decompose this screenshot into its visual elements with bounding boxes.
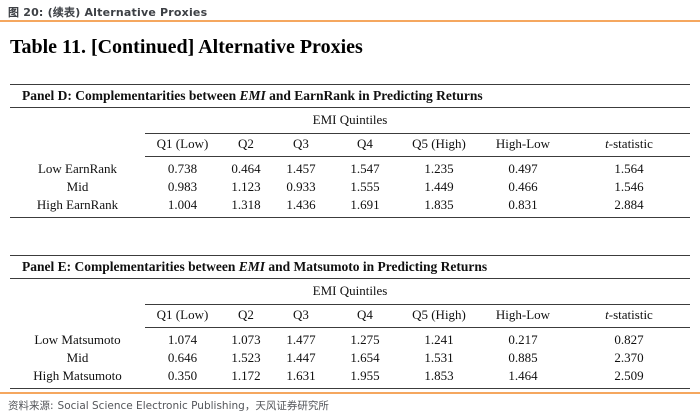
group-header-emi-quintiles: EMI Quintiles	[312, 283, 388, 298]
source-label: 资料来源:	[8, 400, 54, 412]
data-cell: 1.555	[350, 179, 380, 194]
data-cell: 1.523	[231, 350, 261, 365]
table-row: Mid 0.983 1.123 0.933 1.555 1.449 0.466 …	[10, 178, 690, 196]
column-header: Q4	[330, 133, 400, 157]
panel-d-title: Panel D: Complementarities between EMI a…	[10, 84, 691, 108]
data-cell: 1.275	[350, 332, 380, 347]
data-cell: 1.464	[478, 367, 568, 389]
data-cell: 0.885	[508, 350, 538, 365]
data-cell: 1.004	[145, 196, 220, 218]
table-row: Low EarnRank 0.738 0.464 1.457 1.547 1.2…	[10, 157, 690, 179]
data-cell: 1.477	[286, 332, 316, 347]
data-cell: 1.564	[614, 161, 644, 176]
data-cell: 1.835	[400, 196, 478, 218]
bottom-accent-rule	[0, 392, 700, 394]
data-cell: 1.123	[231, 179, 261, 194]
data-cell: 1.318	[220, 196, 272, 218]
table-row: High Matsumoto 0.350 1.172 1.631 1.955 1…	[10, 367, 690, 389]
data-cell: 0.831	[478, 196, 568, 218]
table-row: High EarnRank 1.004 1.318 1.436 1.691 1.…	[10, 196, 691, 218]
top-accent-rule	[0, 20, 700, 22]
data-cell: 1.073	[231, 332, 261, 347]
panel-title-emphasis: EMI	[238, 259, 265, 274]
panel-d-table: Panel D: Complementarities between EMI a…	[10, 84, 691, 218]
data-cell: 1.531	[424, 350, 454, 365]
data-cell: 2.884	[568, 196, 691, 218]
data-cell: 1.457	[286, 161, 316, 176]
data-cell: 1.172	[220, 367, 272, 389]
group-header-emi-quintiles: EMI Quintiles	[312, 112, 388, 127]
data-cell: 0.933	[286, 179, 316, 194]
data-cell: 0.738	[167, 161, 198, 176]
column-header-row: Q1 (Low) Q2 Q3 Q4 Q5 (High) High-Low t-s…	[10, 304, 690, 328]
column-header: Q1 (Low)	[145, 133, 220, 157]
row-label: Mid	[66, 179, 89, 194]
row-label: Low EarnRank	[37, 160, 118, 176]
data-cell: 1.436	[272, 196, 330, 218]
data-cell: 0.646	[167, 350, 198, 365]
group-header-underline	[10, 304, 690, 305]
row-label: High Matsumoto	[10, 367, 145, 389]
column-header-tstatistic: t-statistic	[568, 133, 691, 157]
row-label: Low Matsumoto	[34, 331, 121, 347]
tstat-rest: -statistic	[608, 136, 653, 151]
panel-title-text: Panel E: Complementarities between	[22, 259, 239, 274]
column-header: Q4	[330, 304, 400, 328]
tstat-italic-t: t	[605, 307, 609, 322]
table-row: Mid 0.646 1.523 1.447 1.654 1.531 0.885 …	[10, 349, 690, 367]
group-header-underline	[10, 133, 691, 134]
data-cell: 0.350	[145, 367, 220, 389]
panel-e-title: Panel E: Complementarities between EMI a…	[10, 255, 690, 279]
column-header: Q1 (Low)	[145, 304, 220, 328]
column-header: Q3	[272, 304, 330, 328]
column-header: Q2	[220, 133, 272, 157]
data-cell: 1.241	[424, 332, 454, 347]
data-cell: 1.955	[330, 367, 400, 389]
data-cell: 1.546	[614, 179, 644, 194]
data-cell: 1.853	[400, 367, 478, 389]
data-cell: 2.509	[568, 367, 690, 389]
column-header: Q2	[220, 304, 272, 328]
figure-caption: 图 20: (续表) Alternative Proxies	[8, 6, 208, 19]
table-row: Low Matsumoto 1.074 1.073 1.477 1.275 1.…	[10, 328, 690, 350]
data-cell: 2.370	[614, 350, 644, 365]
data-cell: 1.654	[350, 350, 380, 365]
column-header-tstatistic: t-statistic	[568, 304, 690, 328]
panel-title-text: and Matsumoto in Predicting Returns	[264, 259, 488, 274]
tstat-rest: -statistic	[608, 307, 653, 322]
page-title: Table 11. [Continued] Alternative Proxie…	[10, 36, 363, 58]
source-text: Social Science Electronic Publishing，天风证…	[57, 400, 329, 412]
tstat-italic-t: t	[605, 136, 609, 151]
panel-title-text: and EarnRank in Predicting Returns	[265, 88, 483, 103]
column-header: Q5 (High)	[400, 304, 478, 328]
data-cell: 0.217	[508, 332, 538, 347]
column-header: Q5 (High)	[400, 133, 478, 157]
data-cell: 1.547	[350, 161, 380, 176]
data-cell: 1.447	[286, 350, 316, 365]
data-cell: 1.631	[272, 367, 330, 389]
panel-title-emphasis: EMI	[239, 88, 266, 103]
data-cell: 1.691	[330, 196, 400, 218]
data-cell: 1.235	[424, 161, 454, 176]
data-cell: 0.497	[508, 161, 538, 176]
column-header: High-Low	[478, 304, 568, 328]
row-label: High EarnRank	[10, 196, 145, 218]
panel-e-table: Panel E: Complementarities between EMI a…	[10, 255, 690, 389]
row-label: Mid	[66, 350, 89, 365]
source-note: 资料来源: Social Science Electronic Publishin…	[8, 398, 329, 413]
data-cell: 0.983	[167, 179, 198, 194]
data-cell: 1.074	[167, 332, 198, 347]
data-cell: 1.449	[424, 179, 454, 194]
data-cell: 0.466	[508, 179, 538, 194]
data-cell: 0.464	[231, 161, 261, 176]
column-header-row: Q1 (Low) Q2 Q3 Q4 Q5 (High) High-Low t-s…	[10, 133, 691, 157]
panel-title-text: Panel D: Complementarities between	[22, 88, 240, 103]
column-header: Q3	[272, 133, 330, 157]
column-header: High-Low	[478, 133, 568, 157]
data-cell: 0.827	[614, 332, 644, 347]
